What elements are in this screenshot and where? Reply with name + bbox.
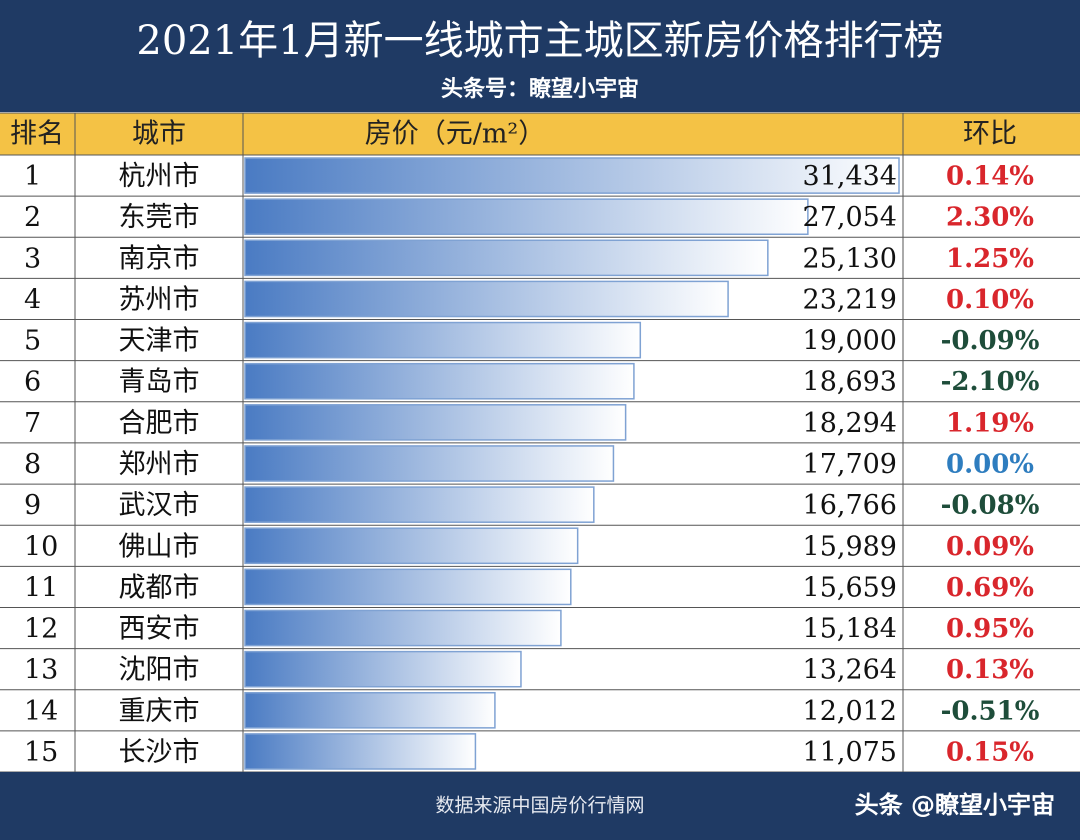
price: 31,434 [803,161,897,192]
price: 13,264 [803,655,897,686]
price: 11,075 [803,737,897,768]
price-bar [244,609,562,647]
city: 成都市 [119,572,200,603]
price: 15,989 [803,531,897,562]
city: 西安市 [119,614,200,645]
change: 2.30% [946,203,1034,233]
price-bar [244,321,642,359]
change: 0.14% [946,162,1034,192]
change: 0.69% [946,573,1034,603]
change: 1.25% [946,244,1034,274]
rank: 4 [24,284,41,315]
change: -2.10% [941,367,1040,397]
price: 16,766 [803,490,897,521]
watermark: 头条 @瞭望小宇宙 [855,791,1055,819]
rank: 14 [24,696,58,727]
rank: 5 [24,326,41,357]
price-bar [244,404,627,441]
price: 27,054 [803,202,897,233]
source-note: 数据来源中国房价行情网 [435,795,644,817]
rank: 13 [24,655,58,686]
city: 长沙市 [119,737,200,768]
city: 郑州市 [119,449,200,480]
price-bar [244,691,496,729]
rank: 15 [24,737,58,768]
price-bar [244,486,595,523]
city: 青岛市 [119,367,200,398]
table-body: 排名 城市 房价（元/m²） 环比 1 杭州市 31,434 0.14% 2 东莞市 27,054 2… [0,112,1080,773]
price: 17,709 [803,449,897,480]
rank: 6 [24,367,41,398]
price-bar [244,280,729,318]
change: -0.51% [941,696,1040,726]
change: 0.15% [946,737,1034,767]
rank: 7 [24,408,41,439]
change: -0.09% [941,326,1040,356]
city: 重庆市 [119,696,200,727]
price: 19,000 [803,326,897,357]
price-bar [244,239,769,277]
price: 15,659 [803,572,897,603]
title: 2021年1月新一线城市主城区新房价格排行榜 [136,18,943,64]
rank: 12 [24,614,58,645]
price-bar [244,733,477,770]
column-header: 环比 [963,119,1017,150]
city: 杭州市 [119,161,200,192]
column-header: 城市 [132,119,186,150]
rank: 2 [24,202,41,233]
city: 合肥市 [119,408,200,439]
price-bar [244,198,809,236]
price: 25,130 [803,243,897,274]
change: 0.13% [946,655,1034,685]
city: 南京市 [119,243,200,274]
city: 东莞市 [119,202,200,233]
header-band [0,0,1080,112]
city: 沈阳市 [119,655,200,686]
city: 佛山市 [119,531,200,562]
price: 23,219 [803,284,897,315]
price-bar [244,445,615,482]
price: 12,012 [803,696,897,727]
rank: 10 [24,531,58,562]
price-bar [244,157,900,194]
city: 苏州市 [119,284,200,315]
change: -0.08% [941,491,1040,521]
change: 1.19% [946,408,1034,438]
price: 18,693 [803,367,897,398]
price-bar [244,568,572,606]
rank: 9 [24,490,41,521]
change: 0.10% [946,285,1034,315]
price-bar [244,527,579,565]
change: 0.09% [946,532,1034,562]
change: 0.00% [946,450,1034,480]
city: 武汉市 [119,490,200,521]
rank: 8 [24,449,41,480]
rank: 1 [24,161,41,192]
city: 天津市 [119,326,200,357]
change: 0.95% [946,614,1034,644]
price: 15,184 [803,614,897,645]
rank: 11 [24,572,58,603]
column-header: 房价（元/m²） [365,119,546,150]
column-header-band [0,113,1080,155]
rank: 3 [24,243,41,274]
footer-band [0,772,1080,840]
column-header: 排名 [10,119,64,150]
price-bar [244,650,522,688]
price: 18,294 [803,408,897,439]
price-bar [244,362,635,400]
subtitle: 头条号：瞭望小宇宙 [441,76,639,102]
